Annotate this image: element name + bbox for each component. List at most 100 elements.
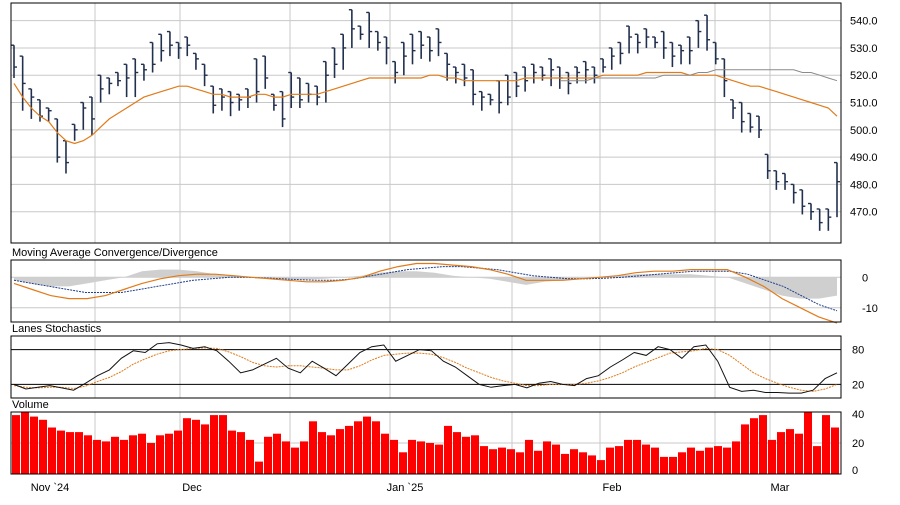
ohlc-bar xyxy=(374,30,381,51)
ohlc-bar xyxy=(634,33,641,54)
stochastics-k-line xyxy=(13,342,838,394)
volume-bar xyxy=(516,452,524,474)
volume-bar xyxy=(768,439,776,474)
volume-bar xyxy=(426,443,434,474)
macd-tick-label: -10 xyxy=(862,303,878,315)
panel-frame xyxy=(10,259,842,323)
volume-bar xyxy=(444,425,452,474)
ohlc-bar xyxy=(140,63,147,81)
volume-bar xyxy=(39,419,47,475)
ohlc-bar xyxy=(626,25,633,54)
panel-frames xyxy=(10,2,842,475)
x-tick-label: Jan `25 xyxy=(387,482,424,494)
volume-bar xyxy=(381,433,389,474)
stochastics-tick-label: 80 xyxy=(852,345,864,357)
ohlc-bar xyxy=(452,66,459,84)
volume-bar xyxy=(327,435,335,475)
volume-bar xyxy=(633,439,641,474)
ohlc-bar xyxy=(730,99,737,119)
ohlc-bar xyxy=(461,63,468,87)
volume-bar xyxy=(309,421,317,474)
volume-bar xyxy=(138,433,146,474)
volume-bar xyxy=(741,424,749,474)
panel-frame xyxy=(10,2,842,244)
x-tick-label: Mar xyxy=(771,482,790,494)
volume-bar xyxy=(228,430,236,474)
volume-bar xyxy=(147,443,155,474)
ohlc-bar xyxy=(80,101,87,130)
stochastics-panel: 80 20 xyxy=(11,342,864,394)
volume-bar xyxy=(642,444,650,474)
volume-bar xyxy=(732,441,740,474)
price-tick-label: 500.0 xyxy=(850,125,878,137)
volume-bar xyxy=(471,435,479,475)
volume-bar xyxy=(363,416,371,474)
ohlc-bar xyxy=(600,58,607,73)
ohlc-bar xyxy=(764,153,771,179)
volume-bar xyxy=(525,439,533,474)
ohlc-bar xyxy=(106,77,113,95)
ohlc-bar xyxy=(227,90,234,117)
ohlc-bar xyxy=(660,30,667,59)
price-tick-label: 490.0 xyxy=(850,152,878,164)
ohlc-bar xyxy=(88,96,95,136)
ohlc-bar xyxy=(669,41,676,68)
ohlc-bar xyxy=(756,115,763,139)
volume-bar xyxy=(678,452,686,474)
ohlc-bar xyxy=(166,30,173,57)
volume-bar xyxy=(120,439,128,474)
volume-bar xyxy=(723,447,731,474)
volume-bar xyxy=(750,418,758,474)
volume-bar xyxy=(219,415,227,474)
volume-bar xyxy=(651,447,659,474)
volume-bar xyxy=(183,418,191,474)
volume-bar xyxy=(696,450,704,475)
ohlc-bar xyxy=(712,41,719,65)
x-tick-label: Dec xyxy=(182,482,202,494)
volume-bar xyxy=(489,449,497,474)
stochastics-panel-title: Lanes Stochastics xyxy=(12,323,102,335)
volume-tick-label: 0 xyxy=(852,465,858,477)
volume-bar xyxy=(480,446,488,474)
ohlc-bar xyxy=(149,41,156,73)
macd-signal-line xyxy=(13,266,838,312)
volume-bar xyxy=(777,432,785,474)
volume-bar xyxy=(237,432,245,474)
ohlc-bar xyxy=(296,77,303,108)
volume-bar xyxy=(597,460,605,474)
price-tick-label: 480.0 xyxy=(850,179,878,191)
ohlc-bar xyxy=(357,25,364,40)
ohlc-bar xyxy=(331,47,338,78)
ohlc-bar xyxy=(97,74,104,103)
ohlc-bar xyxy=(565,71,572,95)
volume-bar xyxy=(66,432,74,474)
volume-bar xyxy=(408,439,416,474)
ohlc-bar xyxy=(322,60,329,103)
volume-bar xyxy=(588,455,596,474)
volume-bar xyxy=(111,436,119,474)
ohlc-bar xyxy=(123,63,130,98)
ohlc-bar xyxy=(652,36,659,48)
volume-bar xyxy=(336,429,344,474)
ohlc-bar xyxy=(591,66,598,84)
volume-bar xyxy=(462,436,470,474)
volume-bar xyxy=(282,441,290,474)
ohlc-bar xyxy=(478,90,485,111)
labels: Moving Average Convergence/Divergence La… xyxy=(12,247,790,494)
volume-bar xyxy=(615,446,623,474)
volume-bar xyxy=(345,425,353,474)
ohlc-bar xyxy=(201,63,208,87)
ohlc-bar xyxy=(314,85,321,106)
volume-bar xyxy=(534,450,542,475)
macd-panel: 0 -10 xyxy=(13,262,878,324)
volume-bar xyxy=(498,447,506,474)
volume-panel-title: Volume xyxy=(12,399,49,411)
ohlc-bar xyxy=(210,85,217,114)
volume-bar xyxy=(561,453,569,474)
ohlc-bar xyxy=(808,202,815,220)
ohlc-bar xyxy=(686,36,693,65)
price-panel: 470.0 480.0 490.0 500.0 510.0 520.0 530.0 540.0 xyxy=(11,9,878,231)
ohlc-bar xyxy=(799,189,806,215)
macd-tick-label: 0 xyxy=(862,272,868,284)
ohlc-bar xyxy=(45,107,52,122)
